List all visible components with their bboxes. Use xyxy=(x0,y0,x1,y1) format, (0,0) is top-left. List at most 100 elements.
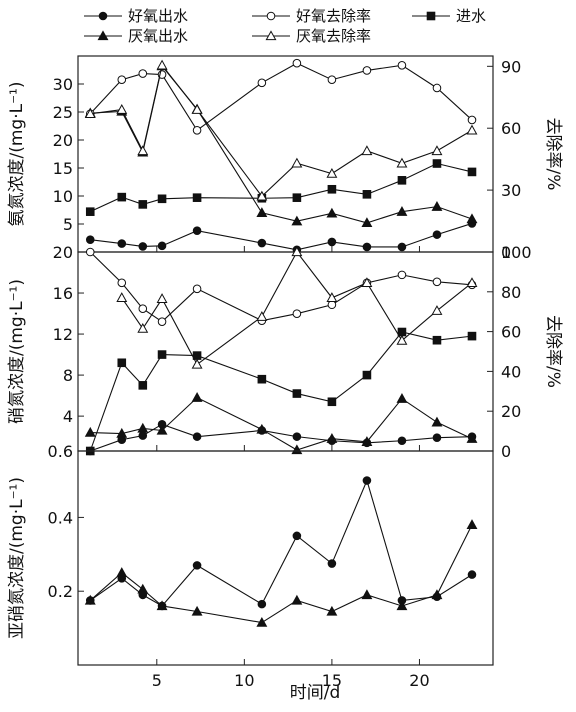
data-point xyxy=(116,292,128,302)
data-point xyxy=(157,241,167,251)
data-point xyxy=(138,431,148,440)
legend-marker-square-filled xyxy=(426,11,436,21)
legend-marker-triangle-filled xyxy=(97,30,109,41)
data-point xyxy=(292,432,302,441)
data-point xyxy=(257,78,267,88)
data-point xyxy=(396,206,408,216)
data-point xyxy=(397,60,407,70)
data-point xyxy=(257,374,267,384)
data-point xyxy=(362,370,372,380)
legend-marker-circle-filled xyxy=(98,11,108,21)
y-tick-label: 20 xyxy=(53,243,73,262)
data-point xyxy=(156,293,168,303)
data-point xyxy=(137,322,149,333)
series-line xyxy=(89,251,473,323)
data-point xyxy=(431,145,443,156)
data-point xyxy=(116,567,128,577)
data-point xyxy=(85,207,95,216)
y-tick-label: 10 xyxy=(53,187,73,206)
y-tick-label: 15 xyxy=(53,159,73,178)
data-point xyxy=(192,226,202,236)
data-point xyxy=(396,334,408,345)
data-point xyxy=(466,519,478,529)
data-point xyxy=(397,242,407,252)
data-point xyxy=(117,239,127,248)
data-point xyxy=(361,217,373,228)
legend-label: 好氧出水 xyxy=(128,7,188,25)
data-point xyxy=(361,277,373,288)
data-point xyxy=(362,476,372,485)
legend-entry: 厌氧出水 xyxy=(84,27,188,45)
data-point xyxy=(397,270,407,280)
legend-entry: 好氧去除率 xyxy=(252,7,371,25)
data-point xyxy=(117,278,127,288)
y2-tick-label: 60 xyxy=(501,119,521,138)
data-point xyxy=(257,238,267,248)
y2-tick-label: 60 xyxy=(501,323,521,342)
series xyxy=(84,59,478,201)
y-tick-label: 25 xyxy=(53,103,73,122)
data-point xyxy=(432,83,442,93)
y-tick-label: 0.6 xyxy=(48,442,73,461)
legend-entry: 厌氧去除率 xyxy=(252,27,371,45)
data-point xyxy=(397,436,407,446)
data-point xyxy=(432,230,442,239)
data-point xyxy=(192,284,202,294)
y-tick-label: 4 xyxy=(63,407,73,426)
data-point xyxy=(156,600,168,611)
data-point xyxy=(138,381,148,390)
series-line xyxy=(90,162,473,213)
y-tick-label: 16 xyxy=(53,284,73,303)
data-point xyxy=(467,570,477,579)
y2-axis-label: 去除率/% xyxy=(543,315,563,388)
data-point xyxy=(397,176,407,185)
series-line xyxy=(89,524,473,624)
data-point xyxy=(396,393,408,403)
data-point xyxy=(291,246,303,257)
data-point xyxy=(192,432,202,441)
y-axis-label: 硝氮浓度/(mg·L⁻¹) xyxy=(7,279,27,424)
panel-nitrate: 0.6 4 8 12 16 20 0 20 40 60 80 100 去除率/% 硝氮浓度/(mg·L⁻¹… xyxy=(7,243,563,461)
y-axis-label: 亚硝氮浓度/(mg·L⁻¹) xyxy=(7,477,27,639)
data-point xyxy=(291,594,303,605)
legend-marker-triangle-open xyxy=(265,30,277,41)
data-point xyxy=(396,600,408,611)
data-point xyxy=(467,331,477,341)
data-point xyxy=(326,167,338,178)
data-point xyxy=(84,108,96,118)
data-point xyxy=(396,157,408,168)
data-point xyxy=(157,350,167,359)
data-point xyxy=(138,69,148,78)
data-point xyxy=(292,193,302,202)
x-axis-label: 时间/d xyxy=(290,683,341,703)
data-point xyxy=(431,589,443,600)
data-point xyxy=(157,317,167,326)
data-point xyxy=(191,392,203,402)
series-line xyxy=(90,423,473,452)
data-point xyxy=(192,351,202,360)
y2-axis-label: 去除率/% xyxy=(543,118,563,191)
data-point xyxy=(292,531,302,541)
series-line xyxy=(89,478,473,607)
data-point xyxy=(432,277,442,287)
data-point xyxy=(84,426,96,437)
data-point xyxy=(327,237,337,247)
series-line xyxy=(89,62,473,132)
data-point xyxy=(157,194,167,204)
data-point xyxy=(137,583,149,594)
data-point xyxy=(327,300,337,310)
series xyxy=(85,58,477,135)
data-point xyxy=(256,311,268,321)
y-tick-label: 8 xyxy=(63,366,73,385)
series xyxy=(85,219,477,255)
data-point xyxy=(291,215,303,226)
series xyxy=(85,247,477,326)
y-axis-label: 氨氮浓度/(mg·L⁻¹) xyxy=(7,81,27,226)
data-point xyxy=(138,200,148,209)
data-point xyxy=(116,104,128,114)
panel-frame xyxy=(77,450,494,666)
data-point xyxy=(191,104,203,114)
y2-tick-label: 0 xyxy=(501,442,511,461)
data-point xyxy=(257,599,267,609)
